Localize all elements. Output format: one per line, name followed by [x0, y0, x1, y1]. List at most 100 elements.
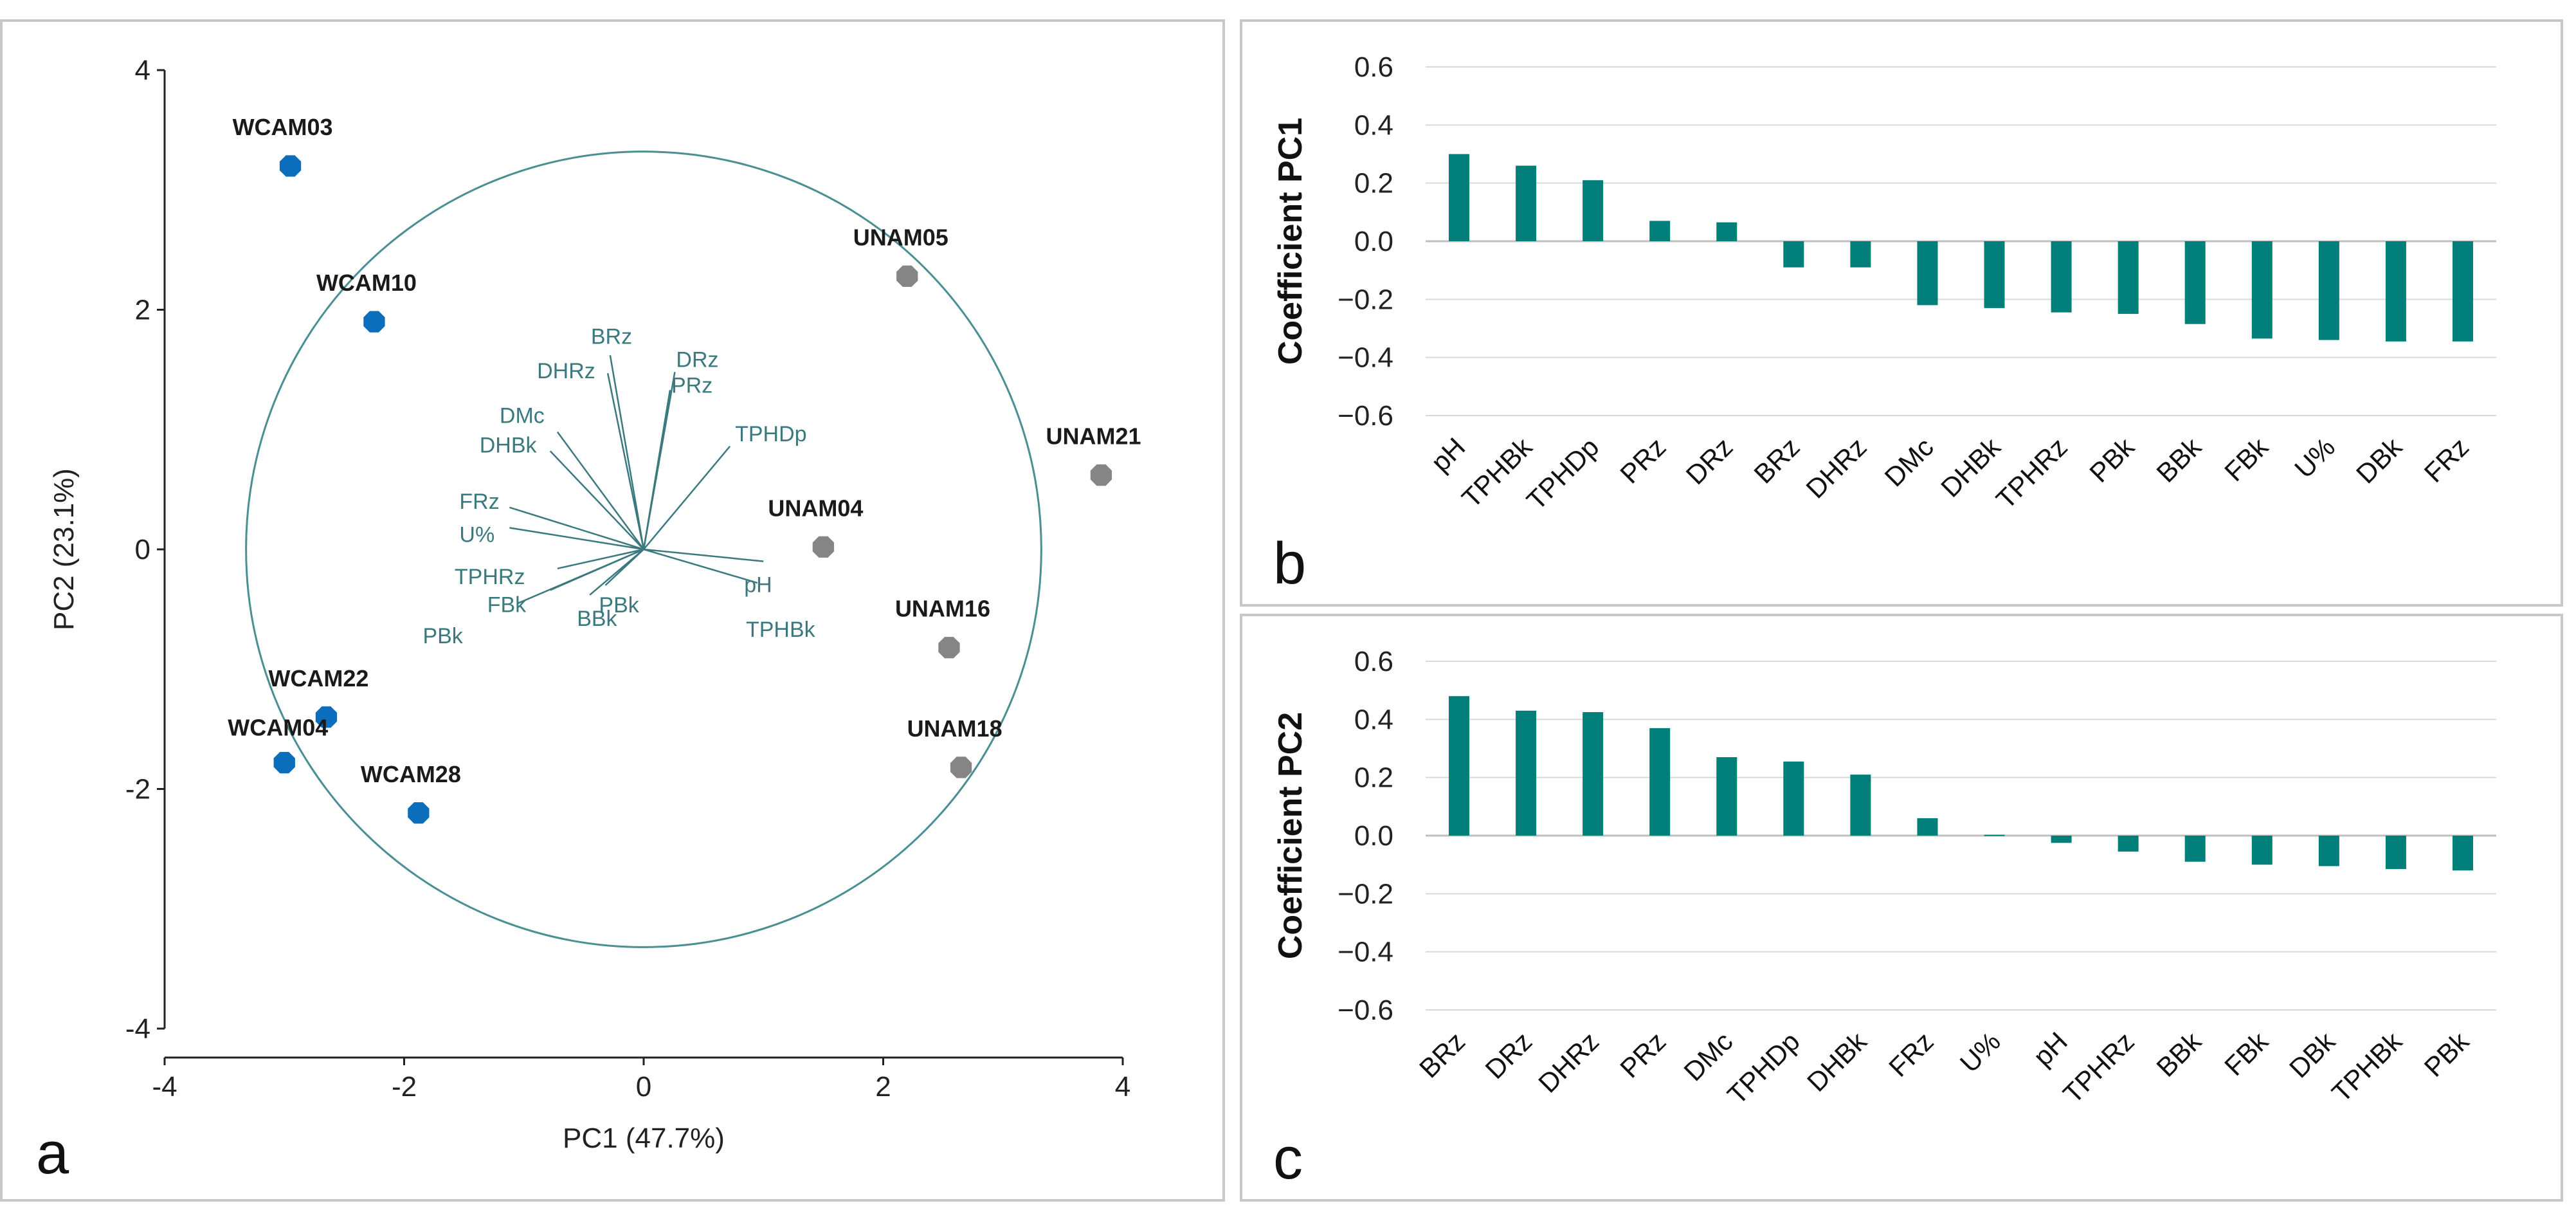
point-label: UNAM21 — [1046, 423, 1141, 450]
bar — [1583, 712, 1604, 836]
loading-vector — [549, 450, 644, 550]
y-tick-label: -4 — [125, 1013, 150, 1045]
bar — [2452, 836, 2473, 871]
category-label: DHRz — [1800, 432, 1872, 504]
scatter-point-unam — [950, 756, 972, 778]
x-tick-label: 4 — [1115, 1071, 1130, 1103]
y-tick-label: 0.6 — [1354, 646, 1393, 677]
scatter-point-wcam — [273, 751, 295, 774]
point-label: WCAM22 — [268, 665, 368, 692]
y-tick-label: 2 — [135, 295, 150, 326]
category-label: DHBk — [1801, 1025, 1873, 1097]
category-label: DRz — [1680, 432, 1739, 490]
bar — [2385, 241, 2406, 342]
loading-label: TPHRz — [455, 565, 525, 589]
y-tick-label: 0.2 — [1354, 762, 1393, 794]
loading-label: TPHDp — [735, 422, 806, 446]
loading-label: PBk — [599, 593, 639, 618]
category-label: pH — [1425, 432, 1471, 477]
category-label: FBk — [2218, 431, 2274, 487]
category-label: U% — [1954, 1026, 2006, 1078]
category-label: DHRz — [1532, 1026, 1604, 1098]
point-label: UNAM16 — [895, 596, 990, 622]
y-tick-label: 0.0 — [1354, 226, 1393, 257]
pc1-bar-chart-svg: 0.6 0.4 0.2 0.0 −0.2 −0.4 −0.6 Coefficient PC1 p… — [1272, 51, 2496, 596]
bar — [2184, 241, 2206, 324]
loading-label: DRz — [676, 347, 718, 372]
bar — [1649, 221, 1671, 241]
category-label: BBk — [2150, 1025, 2207, 1082]
loading-label: PBk — [422, 624, 463, 648]
y-tick-label: 0.6 — [1354, 51, 1393, 83]
bar — [1649, 728, 1671, 836]
bar — [2251, 241, 2272, 339]
bar — [1516, 710, 1537, 836]
category-label: FRz — [1883, 1026, 1939, 1083]
category-label: TPHBk — [2326, 1025, 2408, 1108]
loading-vector — [643, 446, 731, 550]
loading-label: DHRz — [537, 359, 595, 383]
category-label: TPHBk — [1456, 431, 1538, 513]
loading-vector — [606, 372, 645, 550]
y-axis-title: PC2 (23.1%) — [48, 468, 80, 630]
y-axis-title: Coefficient PC2 — [1272, 712, 1309, 959]
point-label: WCAM04 — [228, 715, 328, 741]
y-tick-label: −0.4 — [1338, 937, 1393, 968]
category-label: pH — [2027, 1026, 2073, 1072]
point-label: WCAM03 — [233, 114, 333, 140]
loading-label: FBk — [487, 592, 527, 617]
category-label: BRz — [1413, 1026, 1471, 1083]
bar — [1516, 165, 1537, 241]
category-label: TPHDp — [1721, 1026, 1806, 1110]
x-tick-label: 2 — [875, 1071, 891, 1103]
y-tick-label: 0 — [135, 534, 150, 565]
category-label: PBk — [2418, 1025, 2475, 1082]
point-label: UNAM18 — [907, 715, 1002, 742]
y-tick-label: 0.0 — [1354, 820, 1393, 852]
y-axis-title: Coefficient PC1 — [1272, 118, 1309, 365]
loading-label: DMc — [500, 403, 545, 428]
y-tick-label: −0.2 — [1338, 284, 1393, 315]
point-label: UNAM05 — [853, 224, 948, 250]
bar — [1917, 241, 1938, 306]
pc2-bar-chart-svg: 0.6 0.4 0.2 0.0 −0.2 −0.4 −0.6 Coefficient PC2 B… — [1272, 646, 2496, 1191]
y-tick-label: −0.6 — [1338, 995, 1393, 1026]
bar — [1850, 775, 1871, 836]
loading-vector — [604, 549, 644, 586]
category-label: PRz — [1614, 432, 1671, 489]
y-tick-label: −0.4 — [1338, 342, 1393, 374]
bar — [1984, 834, 2005, 836]
category-label: FRz — [2418, 432, 2475, 488]
category-label: BRz — [1748, 432, 1805, 489]
category-label: TPHRz — [1990, 432, 2073, 515]
category-label: DBk — [2350, 431, 2408, 489]
bar — [2051, 836, 2072, 843]
bar — [2452, 241, 2473, 342]
scatter-point-unam — [896, 265, 918, 287]
category-label: DMc — [1879, 432, 1939, 492]
scatter-point-wcam — [408, 802, 430, 824]
point-label: WCAM28 — [361, 761, 461, 787]
bar — [2318, 241, 2339, 340]
loading-label: FRz — [459, 490, 499, 514]
biplot-svg: 4 2 0 -2 -4-4 -2 0 2 4 PC1 (47.7%) PC2 (23.1%) BRz D… — [36, 55, 1141, 1186]
panel-b-pc1-bars: 0.6 0.4 0.2 0.0 −0.2 −0.4 −0.6 Coefficient PC1 p… — [1240, 19, 2563, 607]
category-label: U% — [2289, 432, 2341, 484]
scatter-point-wcam — [363, 311, 385, 333]
bar — [2051, 241, 2072, 313]
scatter-point-unam — [1090, 464, 1112, 486]
category-label: DBk — [2283, 1025, 2341, 1083]
scatter-point-wcam — [315, 706, 338, 728]
bar — [1783, 761, 1804, 836]
scatter-point-unam — [812, 536, 834, 558]
y-tick-label: -2 — [125, 774, 150, 805]
panel-c-pc2-bars: 0.6 0.4 0.2 0.0 −0.2 −0.4 −0.6 Coefficient PC2 B… — [1240, 614, 2563, 1202]
y-tick-label: 0.4 — [1354, 109, 1393, 141]
loading-label: DHBk — [480, 433, 538, 457]
category-label: FBk — [2218, 1025, 2274, 1081]
x-axis-title: PC1 (47.7%) — [563, 1123, 725, 1154]
loading-vector — [643, 548, 764, 562]
correlation-circle — [245, 151, 1042, 948]
bar — [1583, 180, 1604, 241]
y-tick-label: −0.6 — [1338, 400, 1393, 432]
